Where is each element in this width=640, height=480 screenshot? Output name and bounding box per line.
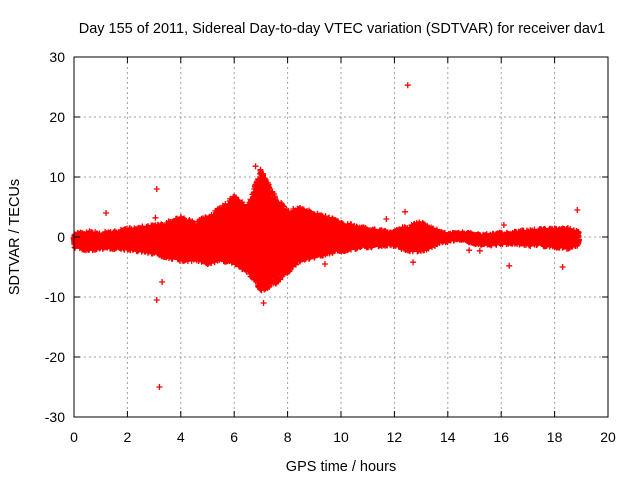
data-point	[120, 245, 127, 252]
data-points	[70, 82, 582, 390]
